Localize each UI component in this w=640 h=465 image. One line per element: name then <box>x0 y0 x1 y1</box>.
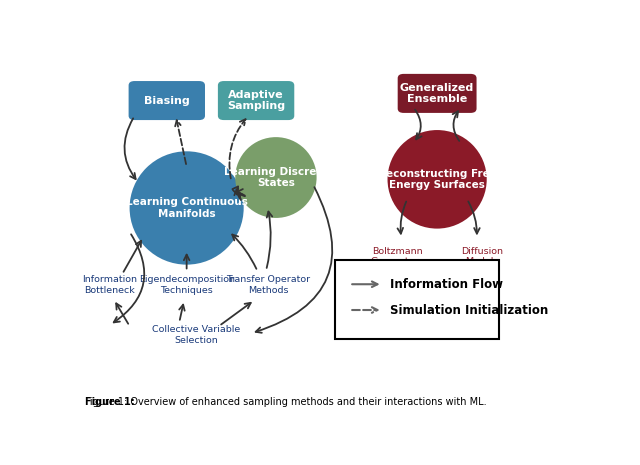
FancyArrowPatch shape <box>239 193 245 200</box>
FancyArrowPatch shape <box>452 111 460 141</box>
Text: Reconstructing Free
Energy Surfaces: Reconstructing Free Energy Surfaces <box>378 168 497 190</box>
FancyBboxPatch shape <box>129 81 205 120</box>
FancyArrowPatch shape <box>125 119 136 179</box>
FancyArrowPatch shape <box>239 193 244 199</box>
FancyArrowPatch shape <box>116 303 128 324</box>
FancyArrowPatch shape <box>232 234 257 269</box>
FancyBboxPatch shape <box>335 260 499 339</box>
Text: Eigendecomposition
Techniques: Eigendecomposition Techniques <box>139 275 235 295</box>
Text: Generalized
Ensemble: Generalized Ensemble <box>400 83 474 104</box>
FancyBboxPatch shape <box>218 81 294 120</box>
FancyArrowPatch shape <box>233 188 238 194</box>
FancyArrowPatch shape <box>184 255 189 269</box>
Text: Transfer Operator
Methods: Transfer Operator Methods <box>227 275 310 295</box>
FancyArrowPatch shape <box>236 189 243 195</box>
Text: Figure 1:: Figure 1: <box>85 397 134 407</box>
Text: Learning Continuous
Manifolds: Learning Continuous Manifolds <box>125 197 248 219</box>
FancyArrowPatch shape <box>256 187 332 333</box>
Text: Biasing: Biasing <box>144 95 189 106</box>
FancyArrowPatch shape <box>175 120 186 164</box>
FancyArrowPatch shape <box>124 241 141 272</box>
FancyArrowPatch shape <box>397 201 406 233</box>
Text: Simulation Initialization: Simulation Initialization <box>390 304 548 317</box>
Text: Adaptive
Sampling: Adaptive Sampling <box>227 90 285 111</box>
FancyBboxPatch shape <box>397 74 477 113</box>
Ellipse shape <box>236 137 317 218</box>
Text: Diffusion
Models: Diffusion Models <box>461 246 503 266</box>
FancyArrowPatch shape <box>114 234 144 322</box>
Text: Information
Bottleneck: Information Bottleneck <box>83 275 137 295</box>
Text: Information Flow: Information Flow <box>390 278 503 291</box>
Text: Learning Discrete
States: Learning Discrete States <box>223 167 328 188</box>
FancyArrowPatch shape <box>267 212 272 268</box>
FancyArrowPatch shape <box>179 305 185 320</box>
FancyArrowPatch shape <box>221 303 251 325</box>
Text: Boltzmann
Generators: Boltzmann Generators <box>371 246 424 266</box>
Ellipse shape <box>388 130 487 229</box>
FancyArrowPatch shape <box>229 119 246 179</box>
Text: Figure 1: Overview of enhanced sampling methods and their interactions with ML.: Figure 1: Overview of enhanced sampling … <box>85 397 486 407</box>
Text: Collective Variable
Selection: Collective Variable Selection <box>152 326 241 345</box>
FancyArrowPatch shape <box>415 110 422 140</box>
Ellipse shape <box>129 151 244 265</box>
FancyArrowPatch shape <box>234 189 240 199</box>
FancyArrowPatch shape <box>468 201 480 233</box>
FancyArrowPatch shape <box>232 186 238 193</box>
